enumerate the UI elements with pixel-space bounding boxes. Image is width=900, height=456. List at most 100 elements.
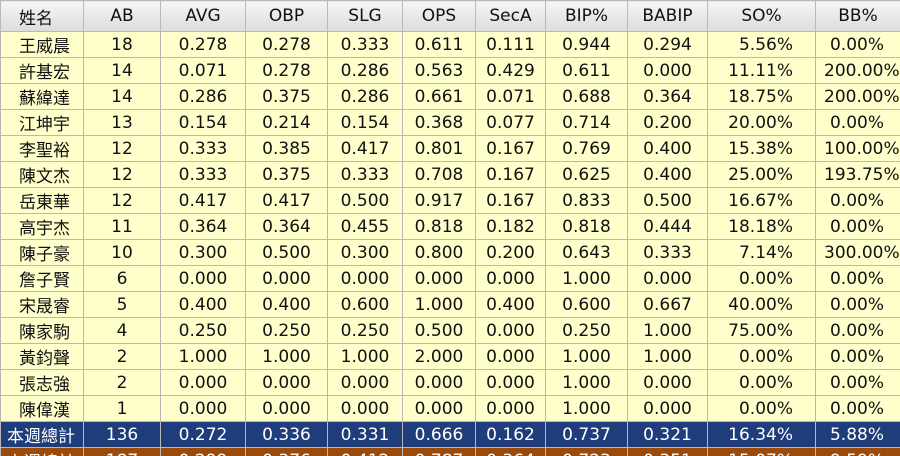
name-cell: 本週總計 <box>0 421 84 448</box>
stat-cell: 13 <box>83 109 161 136</box>
stat-cell: 0.643 <box>545 239 628 266</box>
stat-cell: 0.000 <box>627 265 708 292</box>
stat-cell: 100.00% <box>815 135 900 162</box>
stat-cell: 1.000 <box>545 369 628 396</box>
stat-cell: 0.300 <box>327 239 403 266</box>
stat-cell: 200.00% <box>815 57 900 84</box>
stat-cell: 0.182 <box>475 213 546 240</box>
stat-cell: 0.331 <box>327 421 403 448</box>
stat-cell: 12 <box>83 161 161 188</box>
stat-cell: 15.07% <box>707 447 816 456</box>
total-row: 上週總計1870.2990.3760.4120.7870.3640.7230.3… <box>0 447 900 456</box>
stat-cell: 1.000 <box>327 343 403 370</box>
stat-cell: 16.67% <box>707 187 816 214</box>
name-cell: 李聖裕 <box>0 135 84 162</box>
stat-cell: 0.351 <box>627 447 708 456</box>
player-row: 陳偉漢 1 0.000 0.000 0.000 0.000 0.000 1.000 0.000 0… <box>0 395 900 422</box>
stat-cell: 0.250 <box>160 317 246 344</box>
stat-cell: 0.800 <box>402 239 476 266</box>
stat-cell: 0.000 <box>475 265 546 292</box>
column-header: SLG <box>327 0 403 32</box>
stat-cell: 0.336 <box>245 421 328 448</box>
stat-cell: 0.000 <box>627 57 708 84</box>
stat-cell: 0.500 <box>627 187 708 214</box>
stat-cell: 16.34% <box>707 421 816 448</box>
stat-cell: 1.000 <box>627 343 708 370</box>
stat-cell: 0.250 <box>545 317 628 344</box>
stat-cell: 0.000 <box>160 265 246 292</box>
stat-cell: 0.167 <box>475 135 546 162</box>
stat-cell: 0.000 <box>327 395 403 422</box>
stat-cell: 0.000 <box>627 369 708 396</box>
name-cell: 陳偉漢 <box>0 395 84 422</box>
stat-cell: 0.167 <box>475 187 546 214</box>
stat-cell: 75.00% <box>707 317 816 344</box>
stat-cell: 187 <box>83 447 161 456</box>
name-cell: 王威晨 <box>0 31 84 58</box>
stat-cell: 0.818 <box>545 213 628 240</box>
stat-cell: 1.000 <box>545 395 628 422</box>
stat-cell: 0.500 <box>402 317 476 344</box>
stat-cell: 0.286 <box>327 57 403 84</box>
stat-cell: 0.00% <box>707 369 816 396</box>
column-header: AVG <box>160 0 246 32</box>
stat-cell: 0.400 <box>475 291 546 318</box>
stat-cell: 25.00% <box>707 161 816 188</box>
stat-cell: 0.321 <box>627 421 708 448</box>
stat-cell: 7.14% <box>707 239 816 266</box>
stat-cell: 0.769 <box>545 135 628 162</box>
stat-cell: 0.787 <box>402 447 476 456</box>
stat-cell: 0.708 <box>402 161 476 188</box>
stat-cell: 0.000 <box>245 369 328 396</box>
total-row: 本週總計 136 0.272 0.336 0.331 0.666 0.162 0.737 0.3… <box>0 421 900 448</box>
stat-cell: 0.625 <box>545 161 628 188</box>
stat-cell: 0.429 <box>475 57 546 84</box>
stat-cell: 0.000 <box>475 369 546 396</box>
stat-cell: 0.294 <box>627 31 708 58</box>
stat-cell: 0.333 <box>160 161 246 188</box>
stat-cell: 300.00% <box>815 239 900 266</box>
stat-cell: 1.000 <box>627 317 708 344</box>
stat-cell: 0.333 <box>327 31 403 58</box>
stat-cell: 0.723 <box>545 447 628 456</box>
stat-cell: 0.00% <box>815 109 900 136</box>
stat-cell: 12 <box>83 187 161 214</box>
column-header: BIP% <box>545 0 628 32</box>
header-row: 姓名 AB AVG OBP SLG OPS SecA BIP% BABIP SO% BB% <box>0 0 900 32</box>
stat-cell: 0.000 <box>402 369 476 396</box>
player-row: 張志強 2 0.000 0.000 0.000 0.000 0.000 1.000 0.000 0… <box>0 369 900 396</box>
name-cell: 陳家駒 <box>0 317 84 344</box>
name-cell: 陳子豪 <box>0 239 84 266</box>
name-cell: 許基宏 <box>0 57 84 84</box>
name-cell: 詹子賢 <box>0 265 84 292</box>
stat-cell: 0.412 <box>327 447 403 456</box>
stat-cell: 0.917 <box>402 187 476 214</box>
stat-cell: 0.250 <box>245 317 328 344</box>
stat-cell: 0.200 <box>475 239 546 266</box>
stat-cell: 0.00% <box>815 395 900 422</box>
player-row: 許基宏 14 0.071 0.278 0.286 0.563 0.429 0.611 0.000… <box>0 57 900 84</box>
player-row: 高宇杰 11 0.364 0.364 0.455 0.818 0.182 0.818 0.444… <box>0 213 900 240</box>
stat-cell: 0.944 <box>545 31 628 58</box>
stat-cell: 0.000 <box>327 369 403 396</box>
column-header: OBP <box>245 0 328 32</box>
stat-cell: 0.400 <box>245 291 328 318</box>
stat-cell: 5.88% <box>815 421 900 448</box>
stat-cell: 5 <box>83 291 161 318</box>
stat-cell: 0.167 <box>475 161 546 188</box>
stat-cell: 0.154 <box>160 109 246 136</box>
stat-cell: 0.071 <box>160 57 246 84</box>
stat-cell: 0.278 <box>160 31 246 58</box>
stat-cell: 1.000 <box>245 343 328 370</box>
name-cell: 蘇緯達 <box>0 83 84 110</box>
stat-cell: 10 <box>83 239 161 266</box>
stat-cell: 1.000 <box>545 265 628 292</box>
stat-cell: 0.714 <box>545 109 628 136</box>
stat-cell: 0.737 <box>545 421 628 448</box>
stat-cell: 0.299 <box>160 447 246 456</box>
stat-cell: 0.077 <box>475 109 546 136</box>
stat-cell: 0.00% <box>815 369 900 396</box>
stat-cell: 0.376 <box>245 447 328 456</box>
stat-cell: 1 <box>83 395 161 422</box>
